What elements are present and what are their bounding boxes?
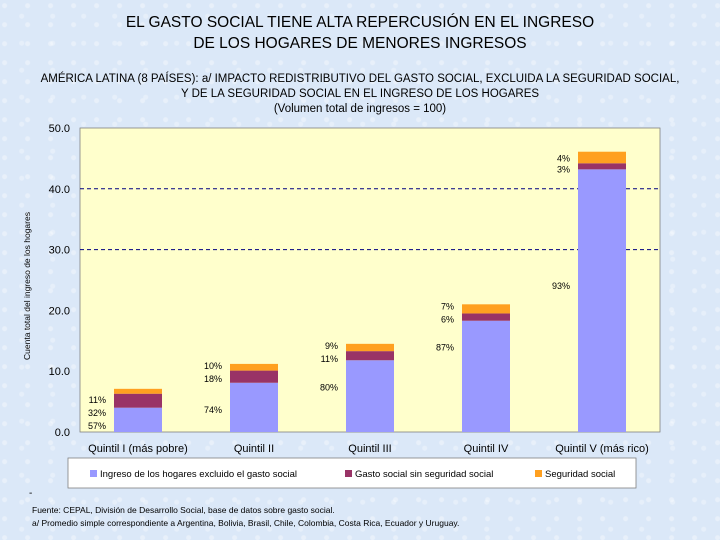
data-label-q5-seguridad: 4% <box>557 154 570 164</box>
subtitle-line-3: (Volumen total de ingresos = 100) <box>273 103 447 115</box>
bars <box>114 151 626 432</box>
y-tick-label: 10.0 <box>49 366 70 378</box>
data-label-q2-gasto: 18% <box>204 374 222 384</box>
page-title: EL GASTO SOCIAL TIENE ALTA REPERCUSIÓN E… <box>0 12 720 54</box>
bar-q3-s1 <box>346 360 394 432</box>
subtitle-line-1: AMÉRICA LATINA (8 PAÍSES): a/ IMPACTO RE… <box>40 73 680 85</box>
data-label-q4-seguridad: 7% <box>441 301 454 311</box>
bar-q5-s1 <box>578 169 626 432</box>
stray-dot: - <box>29 488 33 499</box>
bar-q5-s2 <box>578 163 626 170</box>
bar-q3-s3 <box>346 343 394 352</box>
data-label-q1-seguridad: 11% <box>89 395 106 405</box>
x-tick-label: Quintil III <box>348 443 391 455</box>
legend-swatch-1 <box>90 470 97 477</box>
legend-swatch-3 <box>535 470 542 477</box>
y-tick-label: 50.0 <box>49 123 70 135</box>
x-tick-label: Quintil I (más pobre) <box>88 443 188 455</box>
x-tick-label: Quintil V (más rico) <box>555 443 649 455</box>
x-tick-label: Quintil II <box>234 443 274 455</box>
data-label-q2-seguridad: 10% <box>204 361 222 371</box>
bar-q3-s2 <box>346 351 394 361</box>
data-labels: 11% 32% 57% 10% 18% 74% 9% 11% 80% 7% 6% 87% 4%3% 93% <box>88 154 570 431</box>
y-tick-label: 0.0 <box>55 427 70 439</box>
data-label-q1-ingreso: 57% <box>88 421 106 431</box>
y-tick-label: 40.0 <box>49 184 70 196</box>
chart-subtitle: AMÉRICA LATINA (8 PAÍSES): a/ IMPACTO RE… <box>20 72 700 117</box>
footnote: Fuente: CEPAL, División de Desarrollo So… <box>32 504 692 530</box>
bar-q2-s2 <box>230 370 278 383</box>
bar-q2-s3 <box>230 363 278 371</box>
bar-q1-s3 <box>114 388 162 394</box>
bar-q5-s3 <box>578 151 626 164</box>
bar-q2-s1 <box>230 382 278 432</box>
data-label-q2-ingreso: 74% <box>204 405 222 415</box>
bar-q4-s3 <box>462 304 510 314</box>
gridlines <box>80 188 660 251</box>
data-label-q5-gasto: 3% <box>557 165 570 175</box>
countries-note: a/ Promedio simple correspondiente a Arg… <box>32 518 460 528</box>
data-label-q4-gasto: 6% <box>441 314 454 324</box>
y-tick-labels: 0.0 10.0 20.0 30.0 40.0 50.0 <box>49 123 70 439</box>
data-label-q3-seguridad: 9% <box>325 341 338 351</box>
bar-q4-s2 <box>462 313 510 321</box>
y-tick-label: 20.0 <box>49 305 70 317</box>
subtitle-line-2: Y DE LA SEGURIDAD SOCIAL EN EL INGRESO D… <box>180 88 540 100</box>
title-line-2: DE LOS HOGARES DE MENORES INGRESOS <box>193 35 527 52</box>
legend-label-2: Gasto social sin seguridad social <box>355 469 493 480</box>
source-note: Fuente: CEPAL, División de Desarrollo So… <box>32 505 335 515</box>
bar-q1-s1 <box>114 407 162 432</box>
data-label-q3-gasto: 11% <box>321 354 338 364</box>
x-tick-labels: Quintil I (más pobre) Quintil II Quintil I… <box>88 443 649 455</box>
data-label-q4-ingreso: 87% <box>436 343 454 353</box>
data-label-q1-gasto: 32% <box>88 408 106 418</box>
title-line-1: EL GASTO SOCIAL TIENE ALTA REPERCUSIÓN E… <box>125 14 595 31</box>
y-tick-label: 30.0 <box>49 245 70 257</box>
legend: Ingreso de los hogares excluido el gasto… <box>67 457 637 489</box>
bar-q4-s1 <box>462 320 510 432</box>
data-label-q3-ingreso: 80% <box>320 382 338 392</box>
y-axis-title: Cuenta total del ingreso de los hogares <box>22 212 32 360</box>
bar-q1-s2 <box>114 393 162 408</box>
legend-swatch-2 <box>345 470 352 477</box>
legend-label-1: Ingreso de los hogares excluido el gasto… <box>100 469 297 480</box>
x-tick-label: Quintil IV <box>464 443 509 455</box>
data-label-q5-ingreso: 93% <box>552 281 570 291</box>
legend-label-3: Seguridad social <box>545 469 615 480</box>
